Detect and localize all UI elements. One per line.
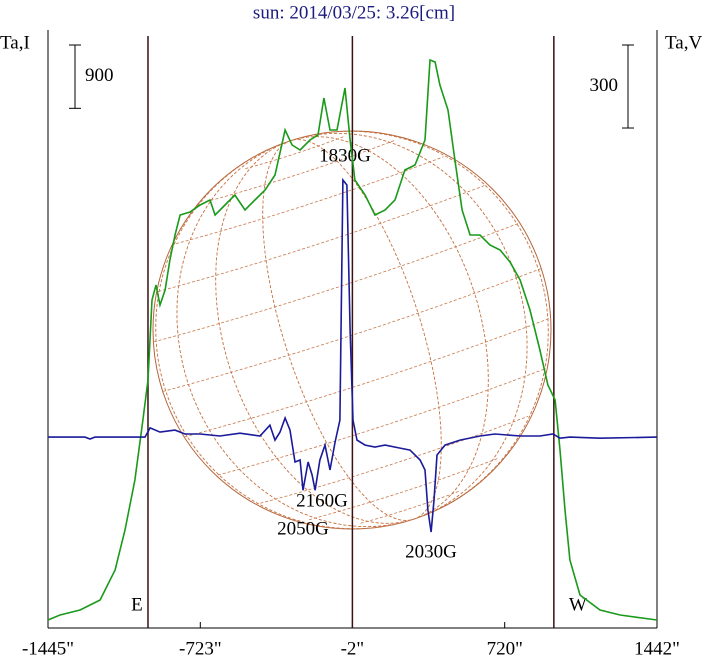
x-tick-label: -2": [341, 638, 365, 659]
scale-bar-label: 300: [590, 75, 619, 96]
parallel: [158, 184, 487, 292]
chart-title: sun: 2014/03/25: 3.26[cm]: [253, 2, 455, 23]
y-axis-label: Ta,I: [0, 32, 30, 53]
annotation: 2050G: [277, 518, 329, 539]
parallel: [184, 317, 551, 438]
parallel: [153, 222, 520, 343]
parallel: [245, 136, 344, 169]
annotation: 1830G: [319, 145, 371, 166]
scale-bar-label: 900: [85, 65, 114, 86]
annotation: 2030G: [405, 541, 457, 562]
x-tick-label: 1442": [634, 638, 680, 659]
parallel: [162, 268, 542, 392]
marker-label: E: [131, 594, 143, 615]
parallel: [175, 156, 444, 245]
x-tick-label: -1445": [22, 638, 74, 659]
parallel: [360, 491, 459, 524]
x-tick-label: 720": [487, 638, 523, 659]
y2-axis-label: Ta,V: [665, 32, 702, 53]
x-tick-label: -723": [179, 638, 222, 659]
meridian: [215, 136, 489, 524]
series-line: [47, 58, 658, 621]
parallel: [260, 415, 529, 504]
marker-label: W: [569, 594, 587, 615]
parallel: [217, 368, 546, 476]
series-line: [48, 177, 658, 533]
annotation: 2160G: [296, 490, 348, 511]
